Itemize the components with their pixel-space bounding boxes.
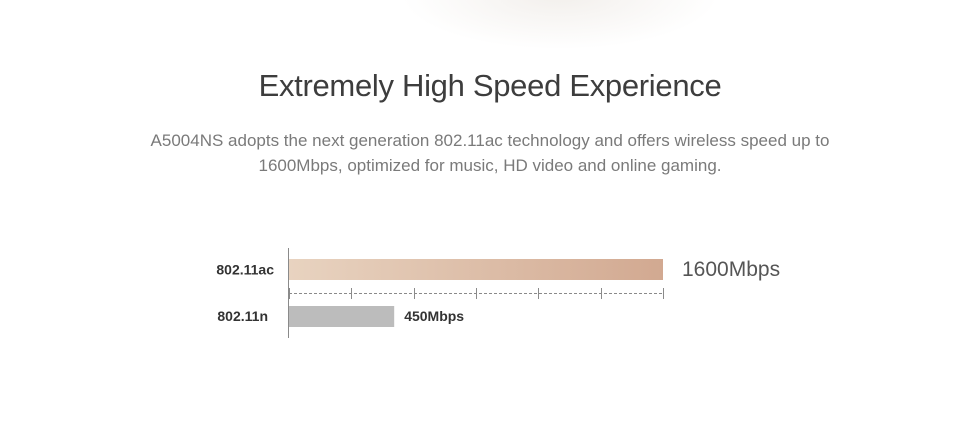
page-title: Extremely High Speed Experience — [258, 68, 722, 103]
bar-802-11ac — [289, 259, 663, 280]
value-label-802-11n: 450Mbps — [404, 308, 464, 324]
category-label-802-11n: 802.11n — [217, 308, 268, 324]
bar-802-11n — [289, 306, 395, 327]
category-label-802-11ac: 802.11ac — [216, 262, 274, 278]
page-description: A5004NS adopts the next generation 802.1… — [150, 131, 830, 175]
value-label-802-11ac: 1600Mbps — [682, 258, 780, 281]
